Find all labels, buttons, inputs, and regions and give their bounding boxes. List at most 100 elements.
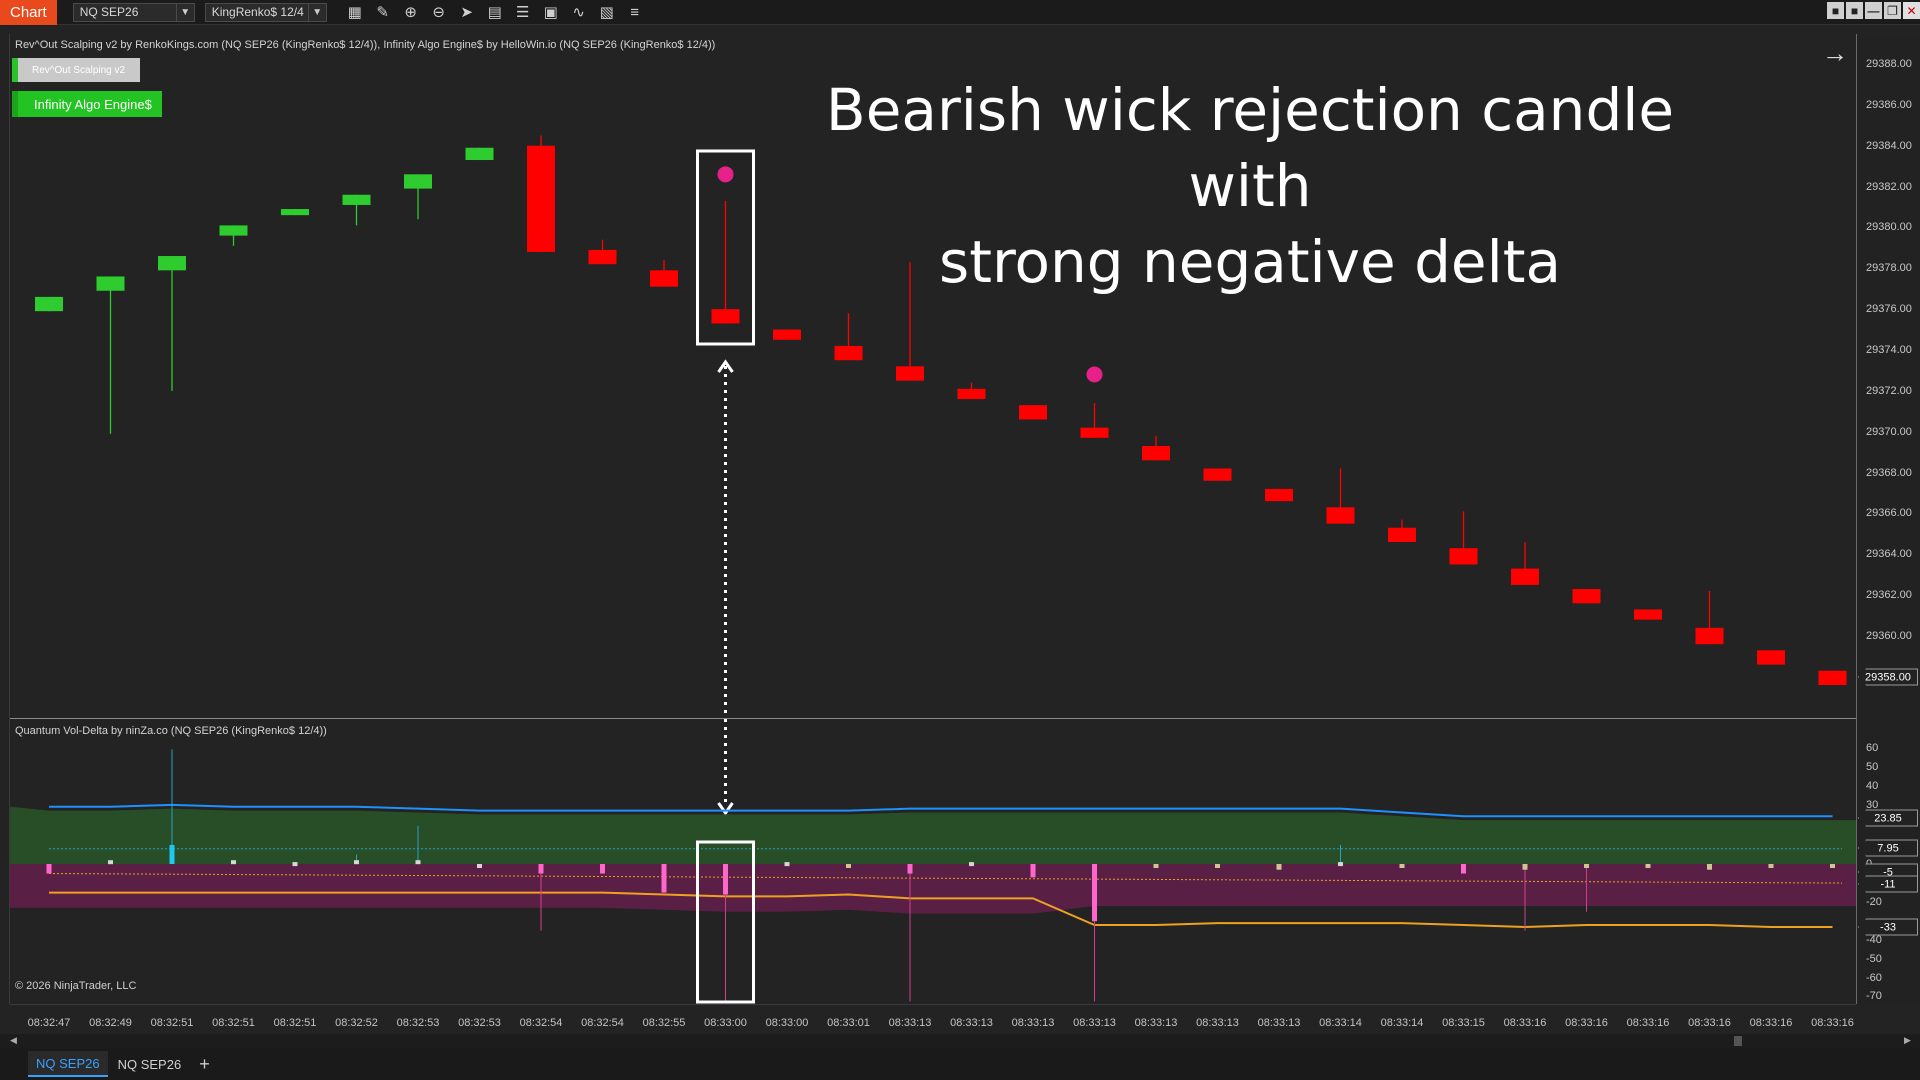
properties-icon[interactable]: ☰ bbox=[515, 4, 530, 21]
pencil-icon[interactable]: ✎ bbox=[376, 4, 389, 21]
delta-bar bbox=[846, 864, 851, 868]
window-controls: ■ ■ — ❐ ✕ bbox=[1825, 2, 1920, 19]
time-axis-label: 08:32:49 bbox=[89, 1017, 132, 1029]
bull-candle bbox=[465, 147, 494, 161]
connector-arrow-down bbox=[717, 802, 734, 816]
infinity-algo-engine-button[interactable]: Infinity Algo Engine$ bbox=[12, 91, 162, 117]
price-axis-label: 29362.00 bbox=[1866, 589, 1912, 602]
scroll-left-icon[interactable]: ◀ bbox=[10, 1035, 17, 1045]
signal-dot bbox=[1086, 366, 1103, 383]
data-box-icon[interactable]: ▤ bbox=[487, 4, 502, 21]
time-axis-label: 08:33:13 bbox=[1011, 1017, 1055, 1029]
price-axis-label: 29368.00 bbox=[1866, 466, 1912, 479]
price-axis-label: 29386.00 bbox=[1866, 98, 1912, 111]
minimize-icon[interactable]: — bbox=[1865, 2, 1882, 19]
delta-indicator-title: Quantum Vol-Delta by ninZa.co (NQ SEP26 … bbox=[15, 725, 327, 737]
delta-axis-label: 50 bbox=[1866, 761, 1879, 773]
chart-tabs-bar: NQ SEP26 NQ SEP26 + bbox=[0, 1048, 1920, 1080]
delta-value-tag: -11 bbox=[1858, 875, 1918, 893]
strategy-icon[interactable]: ∿ bbox=[572, 4, 585, 21]
annotation-line-2: strong negative delta bbox=[938, 228, 1562, 296]
bull-candle bbox=[281, 209, 309, 216]
instrument-value: NQ SEP26 bbox=[79, 5, 139, 19]
add-tab-icon[interactable]: + bbox=[199, 1053, 210, 1074]
time-axis-label: 08:33:00 bbox=[704, 1017, 747, 1029]
price-axis-label: 29366.00 bbox=[1866, 507, 1912, 520]
delta-bar bbox=[1338, 862, 1343, 867]
rev-out-scalping-button[interactable]: Rev^Out Scalping v2 bbox=[12, 58, 140, 82]
horizontal-scrollbar[interactable]: ◀ ▶ bbox=[0, 1034, 1920, 1048]
delta-bar bbox=[169, 844, 175, 864]
chart-menu-button[interactable]: Chart bbox=[0, 0, 57, 25]
negative-delta-average-line bbox=[48, 873, 1843, 884]
bear-candle bbox=[1265, 488, 1293, 502]
price-panel[interactable] bbox=[10, 34, 1856, 718]
bar-chart-icon[interactable]: ▦ bbox=[347, 4, 362, 21]
time-axis-label: 08:33:16 bbox=[1503, 1017, 1547, 1029]
panel-separator[interactable] bbox=[10, 718, 1920, 719]
link-icon[interactable]: ■ bbox=[1846, 2, 1863, 19]
time-axis-label: 08:32:51 bbox=[150, 1017, 194, 1029]
delta-bar bbox=[415, 860, 421, 865]
bar-type-selector[interactable]: KingRenko$ 12/4 ▼ bbox=[204, 2, 327, 22]
bear-candle bbox=[1757, 650, 1785, 665]
cursor-icon[interactable]: ➤ bbox=[460, 4, 473, 21]
time-axis-label: 08:32:53 bbox=[458, 1017, 501, 1029]
delta-bar bbox=[1399, 864, 1405, 868]
bear-candle bbox=[1511, 568, 1539, 585]
chevron-down-icon[interactable]: ▼ bbox=[307, 3, 326, 21]
delta-bar bbox=[784, 862, 790, 867]
time-axis-label: 08:33:13 bbox=[1134, 1017, 1178, 1029]
time-axis-label: 08:32:51 bbox=[212, 1017, 255, 1029]
bull-candle bbox=[158, 256, 186, 271]
close-icon[interactable]: ✕ bbox=[1903, 2, 1920, 19]
chart-annotation: Bearish wick rejection candle with stron… bbox=[785, 72, 1715, 300]
delta-bar bbox=[231, 860, 236, 865]
zoom-in-icon[interactable]: ⊕ bbox=[404, 4, 417, 21]
arrow-right-icon[interactable]: → bbox=[1822, 38, 1848, 68]
time-axis-label: 08:33:13 bbox=[1257, 1017, 1301, 1029]
delta-bar bbox=[1707, 864, 1712, 870]
price-indicator-title: Rev^Out Scalping v2 by RenkoKings.com (N… bbox=[15, 39, 716, 51]
delta-bar bbox=[1030, 864, 1036, 878]
price-axis-label: 29378.00 bbox=[1866, 262, 1912, 275]
delta-bar bbox=[354, 860, 359, 865]
templates-icon[interactable]: ▧ bbox=[599, 4, 614, 21]
delta-axis-label: -60 bbox=[1866, 972, 1882, 984]
tab-nq-sep26[interactable]: NQ SEP26 bbox=[117, 1056, 182, 1072]
tile-icon[interactable]: ■ bbox=[1827, 2, 1844, 19]
delta-bar bbox=[1276, 864, 1282, 870]
delta-bar bbox=[723, 864, 728, 895]
list-icon[interactable]: ≡ bbox=[630, 3, 640, 21]
time-axis-label: 08:33:13 bbox=[1196, 1017, 1239, 1029]
delta-bar bbox=[661, 864, 667, 893]
bear-candle bbox=[1019, 405, 1047, 420]
restore-icon[interactable]: ❐ bbox=[1884, 2, 1901, 19]
chevron-down-icon[interactable]: ▼ bbox=[175, 3, 194, 21]
signal-dot bbox=[717, 166, 734, 183]
bear-candle bbox=[588, 249, 617, 265]
bear-candle bbox=[1818, 670, 1847, 686]
zoom-out-icon[interactable]: ⊖ bbox=[432, 4, 445, 21]
tab-nq-sep26-active[interactable]: NQ SEP26 bbox=[28, 1051, 108, 1077]
indicator-panel[interactable] bbox=[10, 719, 1856, 1004]
scroll-right-icon[interactable]: ▶ bbox=[1904, 1035, 1911, 1045]
bar-type-value: KingRenko$ 12/4 bbox=[211, 5, 304, 19]
delta-bar bbox=[1645, 864, 1651, 868]
delta-bar bbox=[1215, 864, 1220, 868]
instrument-selector[interactable]: NQ SEP26 ▼ bbox=[72, 2, 195, 22]
time-axis[interactable]: 08:32:47 08:32:49 08:32:51 08:32:51 08:32:51… bbox=[10, 1004, 1856, 1034]
delta-bar bbox=[1153, 864, 1159, 868]
time-axis-label: 08:33:13 bbox=[1073, 1017, 1116, 1029]
price-axis-label: 29364.00 bbox=[1866, 548, 1912, 561]
time-axis-label: 08:33:13 bbox=[888, 1017, 932, 1029]
bear-candle bbox=[711, 309, 740, 324]
delta-bar bbox=[1768, 864, 1774, 868]
price-axis-label: 29372.00 bbox=[1866, 384, 1912, 397]
time-axis-label: 08:32:51 bbox=[273, 1017, 317, 1029]
screenshot-icon[interactable]: ▣ bbox=[543, 4, 558, 21]
delta-bar bbox=[46, 864, 52, 874]
price-axis[interactable]: 29388.00 29386.00 29384.00 29382.00 29380.00… bbox=[1856, 34, 1920, 1004]
scrollbar-thumb[interactable] bbox=[1734, 1036, 1742, 1046]
delta-bar bbox=[1830, 864, 1835, 868]
